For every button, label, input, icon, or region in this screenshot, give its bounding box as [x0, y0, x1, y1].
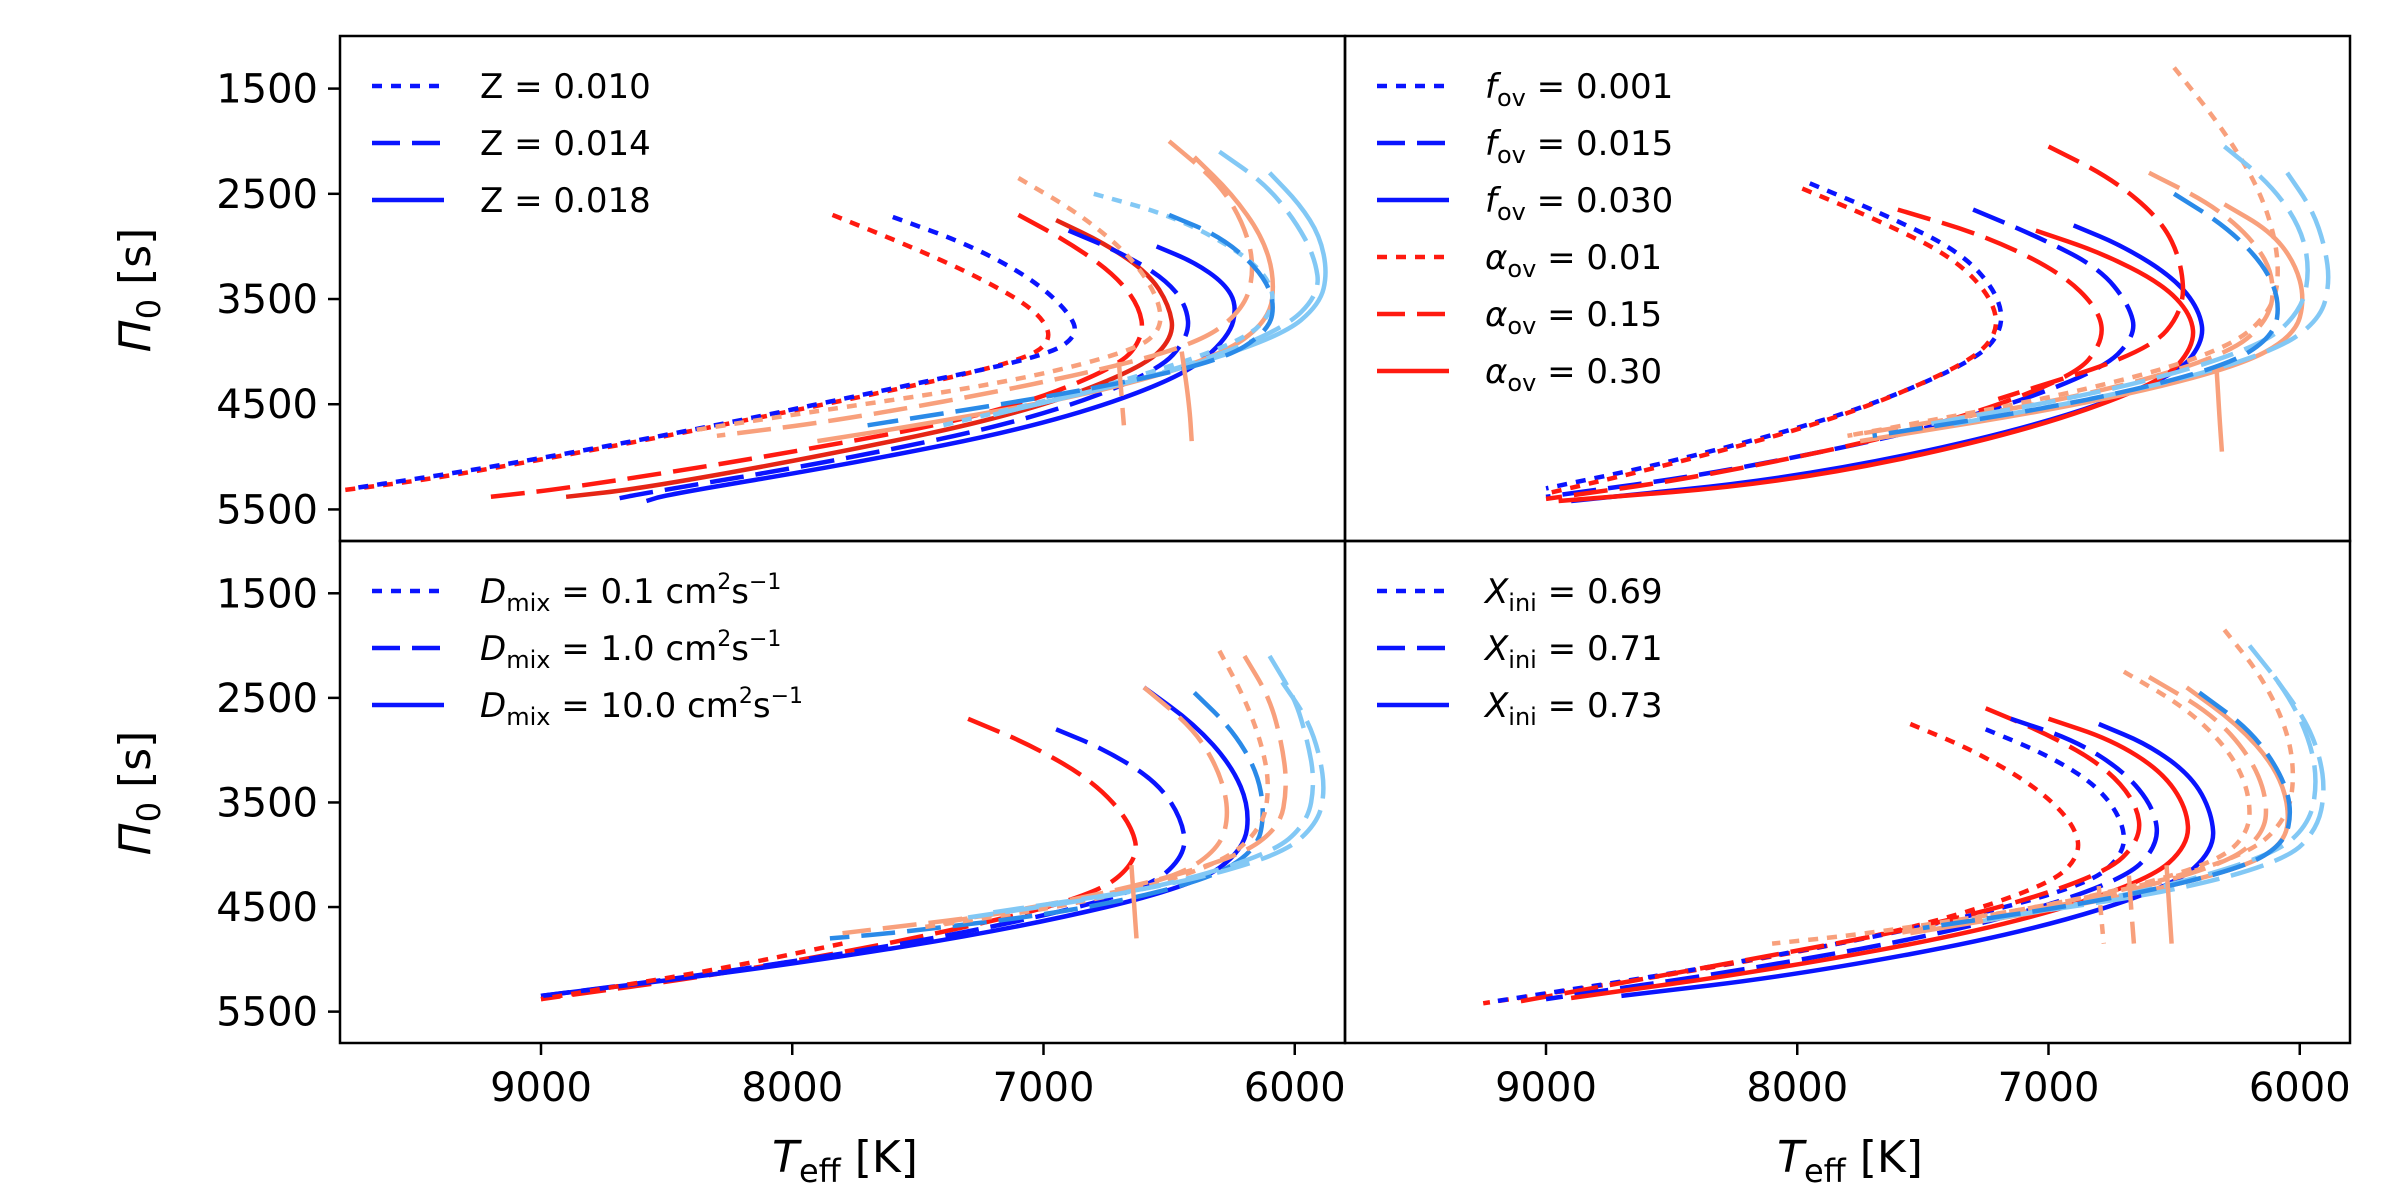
y-tick-label: 5500 — [216, 990, 318, 1036]
y-tick-label: 4500 — [216, 382, 318, 428]
series-line-4 — [829, 690, 1265, 941]
series-line-10 — [942, 191, 1275, 428]
labels-layer: Teff [K] Teff [K] Π0 [s] Π0 [s] — [110, 228, 1923, 1190]
legend-entry: Xini = 0.71 — [1483, 629, 1663, 674]
legend-entry: αov = 0.15 — [1485, 295, 1662, 340]
series-line-15 — [1116, 361, 1127, 426]
series-line-2 — [352, 214, 1078, 491]
legend-entry: Xini = 0.73 — [1483, 686, 1663, 731]
panel-frame — [1343, 539, 2352, 1045]
series-line-1 — [1545, 181, 2004, 491]
series-line-11 — [1972, 644, 2318, 925]
series-line-13 — [2214, 372, 2225, 452]
series-line-6 — [1558, 228, 2196, 504]
series-line-7 — [1771, 669, 2252, 946]
series-line-4 — [1545, 716, 2160, 1002]
series-line-5 — [615, 228, 1191, 502]
series-line-6 — [1621, 721, 2216, 999]
x-axis-label: Teff [K] — [772, 1132, 918, 1190]
legend-entry: Dmix = 1.0 cm2s−1 — [480, 627, 781, 674]
series-group — [540, 649, 1326, 1002]
series-line-5 — [1570, 716, 2191, 1001]
series-line-14 — [1997, 144, 2186, 402]
series-line-5 — [842, 685, 1230, 936]
legend-entry: αov = 0.01 — [1485, 238, 1662, 283]
legend-entry: Dmix = 10.0 cm2s−1 — [480, 684, 803, 731]
series-line-9 — [992, 680, 1326, 915]
legend: Z = 0.010 Z = 0.014 Z = 0.018 — [372, 67, 651, 221]
x-axis-label: Teff [K] — [1777, 1132, 1923, 1190]
series-line-9 — [1859, 202, 2305, 444]
y-tick-label: 1500 — [216, 571, 318, 617]
series-group — [1482, 628, 2326, 1006]
series-line-13 — [867, 212, 1275, 428]
legend: Dmix = 0.1 cm2s−1 Dmix = 1.0 cm2s−1 Dmix =… — [372, 570, 803, 731]
x-tick-label: 6000 — [1244, 1065, 1346, 1111]
legend-entry: Z = 0.014 — [480, 124, 651, 164]
series-line-11 — [540, 941, 843, 1002]
series-line-8 — [1897, 675, 2269, 936]
series-line-4 — [1545, 207, 2104, 502]
y-tick-label: 2500 — [216, 676, 318, 722]
series-line-7 — [942, 654, 1288, 925]
y-tick-label: 2500 — [216, 172, 318, 218]
series-line-6 — [917, 649, 1270, 931]
series-line-14 — [2164, 865, 2174, 944]
series-line-7 — [1847, 66, 2280, 439]
x-tick-label: 7000 — [993, 1065, 1095, 1111]
x-tick-label: 6000 — [2249, 1065, 2351, 1111]
series-line-3 — [1520, 706, 2142, 1004]
legend-entry: fov = 0.030 — [1485, 181, 1673, 226]
y-tick-label: 1500 — [216, 67, 318, 113]
series-line-1 — [340, 212, 1051, 493]
series-line-3 — [490, 212, 1145, 500]
series-group — [1545, 66, 2331, 504]
legend-entry: Z = 0.010 — [480, 67, 651, 107]
series-line-12 — [1872, 191, 2280, 439]
series-line-8 — [716, 139, 1255, 439]
series-line-3 — [1545, 207, 2136, 500]
x-tick-label: 8000 — [741, 1065, 843, 1111]
legend-entry: fov = 0.015 — [1485, 124, 1673, 169]
series-line-2 — [1545, 186, 1999, 496]
series-line-10 — [1129, 865, 1139, 939]
legend-entry: αov = 0.30 — [1485, 352, 1662, 397]
series-line-16 — [2096, 885, 2107, 944]
y-axis-label: Π0 [s] — [110, 731, 168, 856]
legend-entry: Xini = 0.69 — [1483, 572, 1663, 617]
x-tick-label: 8000 — [1746, 1065, 1848, 1111]
panel-envelope-mixing: 1500 2500 3500 4500 5500 9000 8000 7000 6000 Dmix… — [216, 539, 1347, 1111]
series-line-13 — [1922, 690, 2293, 931]
series-group — [340, 139, 1328, 504]
series-line-14 — [1179, 351, 1194, 442]
y-axis-label: Π0 [s] — [110, 228, 168, 353]
x-tick-label: 9000 — [490, 1065, 592, 1111]
legend-entry: Dmix = 0.1 cm2s−1 — [480, 570, 781, 617]
panel-overshoot: fov = 0.001 fov = 0.015 fov = 0.030 αov = 0… — [1343, 34, 2352, 543]
legend-entry: Z = 0.018 — [480, 181, 651, 221]
series-line-15 — [2126, 875, 2137, 944]
series-line-2 — [540, 727, 1187, 999]
legend-entry: fov = 0.001 — [1485, 67, 1673, 112]
legend: Xini = 0.69 Xini = 0.71 Xini = 0.73 — [1377, 572, 1663, 731]
y-tick-label: 4500 — [216, 885, 318, 931]
panel-frame — [338, 539, 1347, 1045]
legend: fov = 0.001 fov = 0.015 fov = 0.030 αov = 0… — [1377, 67, 1673, 397]
series-line-12 — [1997, 675, 2326, 920]
y-tick-label: 3500 — [216, 277, 318, 323]
x-tick-label: 9000 — [1495, 1065, 1597, 1111]
y-tick-label: 3500 — [216, 780, 318, 826]
series-line-10 — [1922, 144, 2310, 428]
x-tick-label: 7000 — [1998, 1065, 2100, 1111]
y-tick-label: 5500 — [216, 487, 318, 533]
series-line-3 — [540, 685, 1250, 999]
